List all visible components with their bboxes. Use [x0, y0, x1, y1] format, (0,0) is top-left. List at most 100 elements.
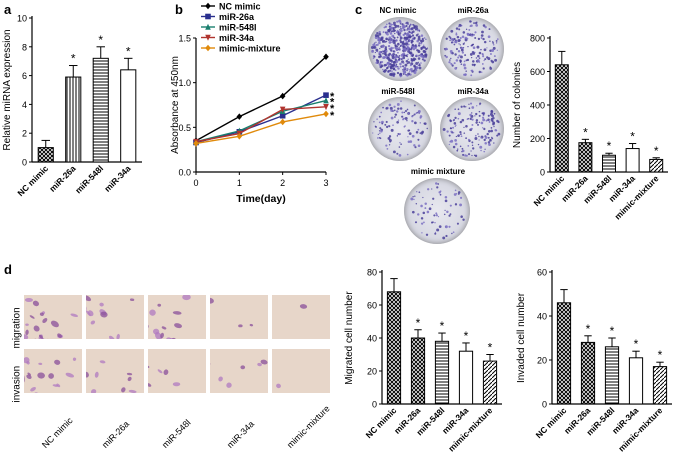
chart-c-bar-3 [625, 148, 640, 173]
chart-a-sig-2: * [98, 33, 103, 47]
stained-cell [25, 329, 29, 336]
colony-dot [418, 30, 421, 32]
colony-dot [469, 20, 472, 23]
colony-dot [416, 111, 418, 114]
colony-dot [378, 30, 381, 34]
chart-d1-sig-2: * [440, 319, 445, 333]
colony-dot [396, 120, 399, 124]
colony-dot [395, 49, 398, 52]
colony-dot [404, 125, 406, 127]
stained-cell [24, 373, 25, 383]
chart-c-sig-1: * [583, 125, 588, 139]
colony-dot [480, 34, 484, 37]
stained-cell [24, 349, 25, 352]
colony-dot [403, 40, 405, 42]
colony-dot [488, 28, 491, 31]
colony-dot [385, 63, 388, 66]
colony-dot [446, 210, 449, 214]
chart-b-legend-label-3: miR-34a [219, 33, 255, 43]
colony-dot [471, 154, 473, 157]
colony-dot [394, 69, 397, 71]
chart-b-ytick-label-1: 0.5 [178, 123, 191, 133]
chart-c-sig-3: * [630, 130, 635, 144]
colony-dot [456, 35, 460, 39]
colony-dot [389, 69, 392, 72]
stained-cell [94, 371, 99, 378]
colony-dot [399, 39, 402, 42]
colony-dot [454, 67, 458, 70]
colony-dot [378, 115, 381, 118]
colony-dot [396, 55, 398, 57]
chart-b-point-1-2 [279, 112, 286, 119]
chart-d2-sig-3: * [634, 337, 639, 351]
chart-c-bar-2 [602, 154, 616, 173]
colony-dot [379, 47, 381, 50]
stained-cell [148, 365, 150, 369]
colony-dot [464, 154, 467, 157]
colony-dot [470, 74, 473, 77]
colony-dot [485, 135, 487, 137]
colony-dot [444, 199, 448, 203]
colony-dot [420, 217, 424, 220]
colony-dot [402, 56, 406, 60]
colony-dot [471, 141, 474, 144]
colony-dot [467, 45, 469, 48]
chart-b-series-line-4 [195, 113, 327, 145]
chart-b-xtick-label-2: 2 [280, 178, 285, 188]
chart-d1-bar-4 [482, 360, 498, 405]
colony-dot [492, 42, 495, 44]
colony-dot [378, 50, 382, 54]
colony-dot [449, 213, 452, 216]
colony-dot [396, 71, 400, 75]
colony-dot [390, 23, 393, 26]
colony-dot [413, 121, 417, 125]
micrograph-migration-4 [272, 295, 330, 339]
colony-dot [424, 202, 427, 206]
colony-dot [419, 39, 422, 42]
colony-dot [466, 118, 469, 121]
colony-dot [419, 64, 421, 66]
colony-dot [489, 53, 492, 55]
colony-dot [449, 59, 451, 61]
colony-dot [469, 113, 472, 117]
colony-dot [393, 21, 396, 25]
colony-dot [482, 55, 485, 58]
stained-cell [148, 383, 152, 387]
colony-dot [402, 61, 405, 64]
colony-dot [379, 132, 381, 134]
stained-cell [24, 334, 29, 339]
stained-cell [149, 309, 156, 316]
colony-dot [390, 65, 393, 69]
stained-cell [157, 303, 162, 307]
colony-dot [442, 128, 446, 131]
colony-dot [434, 182, 438, 185]
chart-d1-bar-2 [434, 340, 450, 405]
colony-dot [425, 47, 428, 51]
colony-dot [413, 71, 417, 74]
chart-b-point-4-3 [323, 110, 329, 118]
stained-cell [38, 362, 43, 365]
colony-dot [448, 35, 451, 38]
chart-a-bar-0 [37, 147, 54, 163]
colony-dot [396, 36, 399, 39]
colony-dot [399, 107, 403, 110]
colony-dot [487, 136, 490, 139]
colony-dot [448, 134, 451, 137]
colony-dot [465, 137, 467, 140]
colony-dot [403, 42, 407, 46]
colony-dot [468, 103, 470, 105]
colony-dot [390, 68, 392, 70]
colony-dot [382, 106, 384, 109]
colony-dot [496, 38, 499, 41]
colony-dot [457, 134, 460, 137]
micrograph-migration-1 [86, 295, 144, 339]
colony-dot [401, 115, 404, 118]
colony-dot [451, 64, 454, 67]
colony-dot [410, 41, 413, 44]
colony-dot [417, 61, 420, 64]
plate-m26 [440, 17, 504, 81]
colony-dot [458, 28, 461, 31]
colony-dot [404, 68, 406, 71]
col-label-m548: miR-548l [160, 417, 193, 451]
colony-dot [401, 111, 404, 114]
